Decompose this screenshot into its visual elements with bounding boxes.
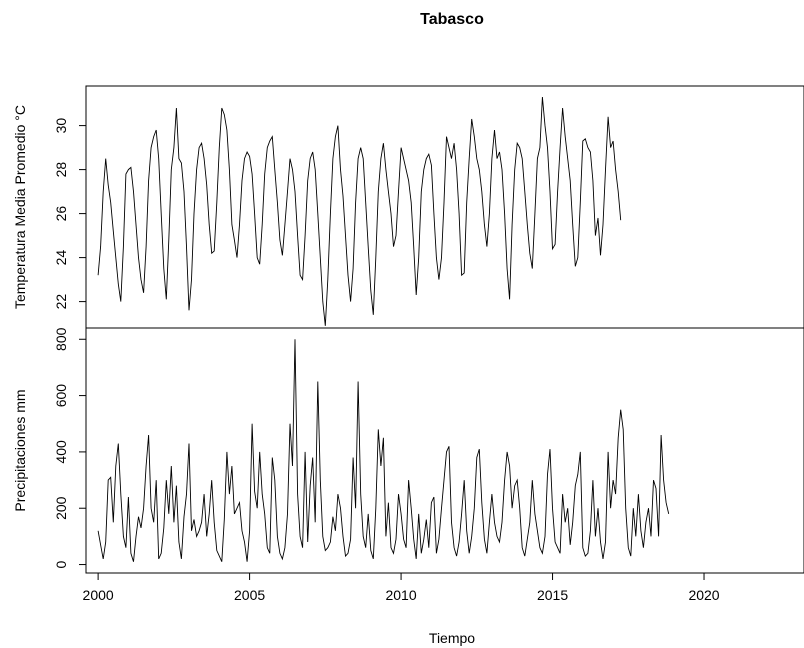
y-tick-label-temp: 22 [53,294,69,310]
y-tick-label-precip: 600 [53,384,69,408]
panel-frame-precip [85,327,804,574]
y-tick-label-temp: 30 [53,118,69,134]
y-axis-label-precip: Precipitaciones mm [12,389,28,511]
panel-temp: 22 24 26 28 30 Temperatura Media Promedio °C [12,85,804,329]
x-tick-label: 2015 [537,587,568,603]
series-line-precip [97,339,670,562]
y-tick-label-temp: 24 [53,250,69,266]
x-axis-label: Tiempo [429,630,475,646]
panel-precip: 0 200 400 600 800 Precipitaciones mm [12,327,804,574]
chart-title: Tabasco [420,11,484,28]
y-tick-label-precip: 800 [53,327,69,351]
series-line-temp [97,96,622,326]
y-tick-label-precip: 200 [53,496,69,520]
panels-group: 22 24 26 28 30 Temperatura Media Promedio °C 0… [12,85,804,574]
x-tick-label: 2005 [234,587,265,603]
y-tick-label-temp: 26 [53,206,69,222]
x-tick-label: 2000 [83,587,114,603]
panel-frame-temp [85,85,804,329]
y-tick-label-precip: 400 [53,440,69,464]
x-tick-label: 2010 [385,587,416,603]
x-axis: 2000 2005 2010 2015 2020 [83,572,720,603]
y-tick-label-precip: 0 [53,560,69,568]
y-axis-label-temp: Temperatura Media Promedio °C [12,105,28,309]
x-tick-label: 2020 [688,587,719,603]
y-tick-label-temp: 28 [53,162,69,178]
